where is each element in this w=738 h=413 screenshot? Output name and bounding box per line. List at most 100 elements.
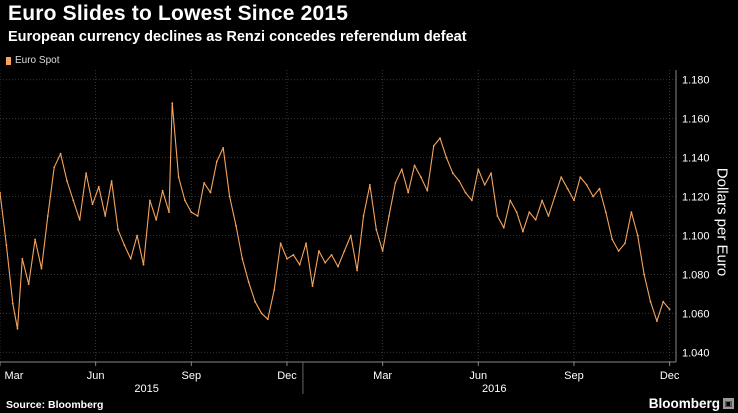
y-tick-label: 1.140 <box>682 153 710 165</box>
data-point <box>324 261 327 264</box>
data-point <box>522 230 524 233</box>
data-point <box>426 189 429 192</box>
data-point <box>528 211 531 214</box>
data-point <box>458 180 461 182</box>
data-point <box>305 242 307 245</box>
x-tick-label: Dec <box>660 370 680 382</box>
data-point <box>91 203 94 206</box>
data-point <box>292 254 295 256</box>
y-tick-label: 1.080 <box>682 269 710 281</box>
data-point <box>241 257 244 260</box>
data-point <box>149 199 151 202</box>
series-layer <box>0 102 671 330</box>
source-note: Source: Bloomberg <box>6 399 104 411</box>
data-point <box>85 172 87 175</box>
data-point <box>190 211 193 214</box>
x-tick-label: Sep <box>564 370 584 382</box>
data-point <box>97 185 100 188</box>
data-point <box>656 320 658 322</box>
data-point <box>337 265 339 268</box>
data-point <box>11 302 14 305</box>
tick-labels: 1.040 1.060 1.080 1.100 1.120 1.140 1.160 1.180… <box>5 75 710 395</box>
data-point <box>66 180 68 182</box>
data-point <box>72 199 75 202</box>
x-tick-label: Mar <box>373 370 392 382</box>
data-point <box>78 219 81 221</box>
y-axis-label: Dollars per Euro <box>713 167 731 277</box>
data-point <box>142 263 145 266</box>
brand-name: Bloomberg <box>648 396 720 411</box>
data-point <box>215 160 218 163</box>
data-point <box>649 300 652 303</box>
data-point <box>349 234 352 237</box>
data-point <box>196 215 199 217</box>
data-point <box>413 164 416 167</box>
legend-swatch <box>6 56 11 65</box>
data-point <box>168 211 170 214</box>
data-point <box>483 184 486 186</box>
data-point <box>471 199 473 202</box>
year-label: 2015 <box>134 383 158 395</box>
data-point <box>21 257 24 260</box>
data-point <box>209 191 212 194</box>
legend: Euro Spot <box>6 55 59 66</box>
data-point <box>502 226 505 229</box>
data-point <box>161 189 164 192</box>
data-point <box>177 176 180 179</box>
data-point <box>104 215 107 217</box>
data-point <box>27 283 30 285</box>
data-point <box>432 145 435 147</box>
x-tick-label: Jun <box>87 370 105 382</box>
data-point <box>534 219 537 221</box>
axes <box>0 70 677 394</box>
data-point <box>279 242 282 245</box>
chart-subtitle: European currency declines as Renzi conc… <box>8 29 467 45</box>
data-point <box>420 176 422 179</box>
data-point <box>222 147 225 149</box>
data-point <box>636 234 639 237</box>
data-point <box>515 211 518 214</box>
data-point <box>604 211 607 214</box>
data-point <box>5 244 8 247</box>
data-point <box>260 312 263 315</box>
y-tick-label: 1.060 <box>682 308 710 320</box>
data-point <box>136 234 139 237</box>
y-tick-label: 1.040 <box>682 347 710 359</box>
data-point <box>477 168 480 171</box>
data-point <box>394 182 397 184</box>
y-tick-label: 1.120 <box>682 192 710 204</box>
data-point <box>155 219 158 221</box>
x-tick-label: Jun <box>469 370 487 382</box>
data-point <box>643 273 645 276</box>
data-point <box>343 250 346 252</box>
data-point <box>184 199 186 202</box>
data-point <box>451 172 454 175</box>
data-point <box>117 228 119 231</box>
data-point <box>541 199 543 202</box>
legend-label: Euro Spot <box>15 55 60 66</box>
data-point <box>617 250 620 252</box>
series-line-euro-spot <box>0 102 671 330</box>
x-tick-label: Dec <box>277 370 297 382</box>
data-point <box>509 199 512 202</box>
data-point <box>381 250 384 252</box>
data-point <box>369 184 371 186</box>
data-point <box>235 224 237 227</box>
data-point <box>129 257 132 260</box>
data-point <box>560 176 563 179</box>
data-point <box>110 180 113 182</box>
x-tick-label: Sep <box>182 370 202 382</box>
brand-logo: Bloomberg ▣ <box>649 396 734 411</box>
data-point <box>273 289 276 291</box>
y-tick-label: 1.160 <box>682 114 710 126</box>
x-tick-label: Mar <box>5 370 24 382</box>
data-point <box>407 191 410 194</box>
data-point <box>464 191 467 194</box>
data-point <box>356 269 358 272</box>
data-point <box>123 244 126 247</box>
data-point <box>53 166 56 169</box>
data-point <box>298 263 301 266</box>
data-point <box>490 172 492 175</box>
y-tick-label: 1.100 <box>682 230 710 242</box>
